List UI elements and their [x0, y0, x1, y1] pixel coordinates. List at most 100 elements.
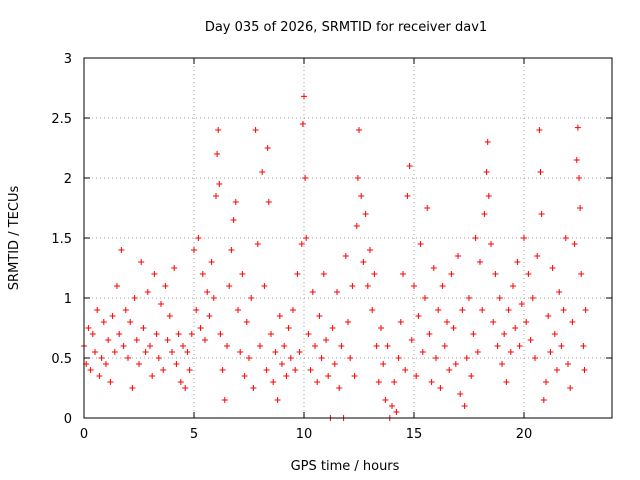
y-axis-label: SRMTID / TECUs: [7, 186, 22, 291]
plot-frame: [83, 57, 613, 419]
data-point: [481, 211, 488, 217]
data-point: [369, 307, 376, 313]
data-point: [577, 205, 584, 211]
data-point: [142, 349, 149, 355]
data-point: [180, 343, 186, 349]
data-point: [402, 367, 409, 373]
data-point: [188, 331, 195, 337]
y-tick-label: 0: [64, 412, 72, 427]
x-tick-label: 5: [190, 427, 198, 442]
data-point: [182, 385, 189, 391]
data-point: [483, 169, 490, 175]
data-point: [197, 325, 204, 331]
data-point: [153, 331, 160, 337]
data-point: [349, 283, 356, 289]
data-point: [538, 211, 545, 217]
data-point: [362, 211, 369, 217]
data-point: [166, 313, 173, 319]
data-point: [360, 259, 367, 265]
data-point: [479, 307, 486, 313]
data-point: [532, 355, 538, 361]
data-point: [525, 271, 532, 277]
data-point: [294, 271, 301, 277]
data-point: [395, 355, 402, 361]
data-point: [371, 271, 378, 277]
data-point: [400, 271, 406, 277]
data-point: [186, 367, 193, 373]
x-axis-label: GPS time / hours: [291, 459, 400, 474]
data-point: [241, 373, 248, 379]
data-point: [116, 331, 123, 337]
data-point: [560, 307, 567, 313]
data-point: [331, 361, 338, 367]
data-point: [268, 331, 274, 337]
data-point: [580, 343, 587, 349]
data-point: [105, 337, 112, 343]
chart-title: Day 035 of 2026, SRMTID for receiver dav…: [205, 20, 487, 35]
data-point: [127, 319, 134, 325]
data-point: [206, 313, 213, 319]
data-point: [490, 319, 497, 325]
data-point: [415, 313, 422, 319]
data-point: [534, 253, 541, 259]
y-tick-label: 2.5: [51, 112, 72, 127]
y-tick-label: 0.5: [51, 352, 72, 367]
data-point: [265, 199, 272, 205]
data-point: [576, 175, 582, 181]
data-point: [430, 265, 437, 271]
x-tick-label: 10: [296, 427, 313, 442]
data-point: [96, 373, 103, 379]
data-point: [578, 271, 585, 277]
y-tick-label: 3: [64, 52, 72, 67]
data-point: [199, 271, 206, 277]
data-point: [320, 271, 327, 277]
data-point: [567, 385, 574, 391]
data-point: [574, 124, 581, 131]
data-point: [472, 235, 479, 241]
data-point: [133, 337, 140, 343]
data-point: [125, 355, 131, 361]
data-point: [302, 175, 309, 181]
data-point: [468, 373, 475, 379]
data-point: [512, 325, 519, 331]
data-point: [173, 361, 180, 367]
data-point: [325, 373, 332, 379]
data-point: [562, 235, 569, 241]
data-point: [299, 121, 306, 127]
data-point: [202, 337, 208, 343]
data-point: [373, 343, 380, 349]
data-point: [459, 307, 466, 313]
data-point: [569, 319, 576, 325]
data-point: [367, 247, 373, 253]
data-point: [292, 367, 299, 373]
data-point: [450, 325, 457, 331]
data-point: [338, 343, 345, 349]
data-point: [505, 307, 512, 313]
data-point: [382, 397, 389, 403]
data-point: [492, 271, 499, 277]
data-point: [356, 127, 362, 133]
data-point: [527, 337, 534, 343]
data-point: [543, 379, 549, 385]
data-point: [107, 379, 114, 385]
data-point: [254, 241, 261, 247]
data-point: [160, 367, 167, 373]
data-point: [298, 241, 305, 247]
data-point: [118, 247, 125, 253]
y-tick-label: 1.5: [51, 232, 72, 247]
data-point: [230, 217, 237, 223]
data-point: [191, 247, 197, 253]
data-points: [81, 93, 589, 421]
data-point: [184, 349, 191, 355]
data-point: [228, 247, 235, 253]
data-point: [175, 331, 182, 337]
data-point: [147, 343, 153, 349]
data-point: [301, 93, 307, 100]
data-point: [547, 349, 554, 355]
data-point: [210, 295, 217, 301]
data-point: [131, 295, 138, 301]
data-point: [214, 151, 221, 157]
data-point: [290, 307, 296, 313]
data-point: [494, 343, 501, 349]
